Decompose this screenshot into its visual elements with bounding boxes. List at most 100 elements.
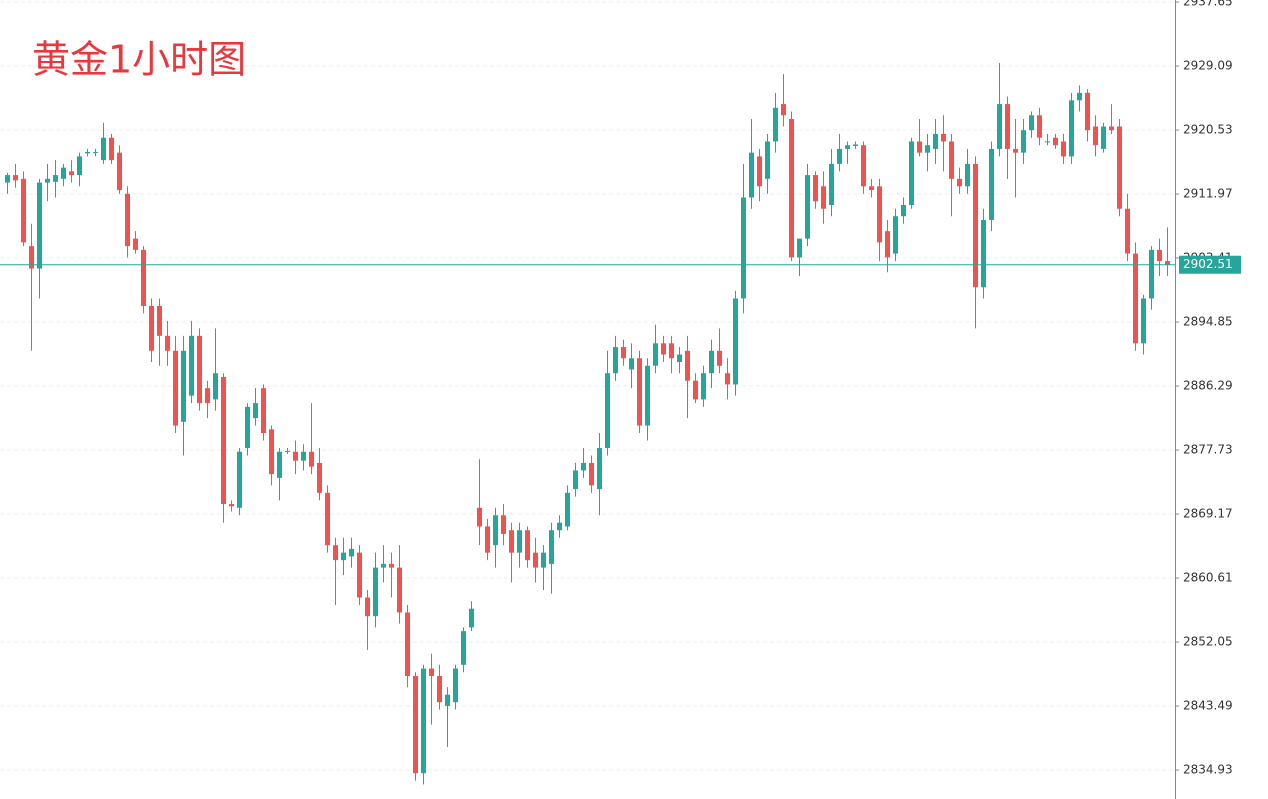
candle-body: [677, 354, 682, 363]
candle-body: [109, 137, 114, 161]
candle-body: [885, 231, 890, 258]
candle-body: [93, 151, 98, 153]
candle-body: [933, 133, 938, 149]
candle-body: [237, 451, 242, 508]
candle-body: [269, 429, 274, 475]
y-tick-label: 2843.49: [1183, 698, 1233, 712]
candle-body: [397, 567, 402, 613]
candle-body: [861, 145, 866, 187]
candle-body: [245, 406, 250, 448]
candle-body: [821, 186, 826, 209]
candles: [0, 62, 1175, 785]
candle-body: [533, 552, 538, 568]
candle-body: [133, 238, 138, 250]
candle-body: [45, 178, 50, 183]
candle-body: [285, 450, 290, 452]
y-tick-label: 2877.73: [1183, 443, 1233, 457]
y-tick-label: 2911.97: [1183, 187, 1233, 201]
candle-body: [453, 668, 458, 703]
candle-body: [789, 119, 794, 258]
candle-body: [693, 380, 698, 400]
y-tick-label: 2852.05: [1183, 634, 1233, 648]
candle-body: [957, 178, 962, 187]
candle-body: [893, 216, 898, 254]
candle-body: [29, 246, 34, 269]
candle-body: [69, 171, 74, 176]
candle-body: [877, 186, 882, 243]
candle-body: [1141, 298, 1146, 344]
candle-body: [189, 335, 194, 396]
candle-body: [637, 358, 642, 426]
candle-body: [733, 298, 738, 385]
candle-body: [717, 350, 722, 366]
candle-body: [757, 156, 762, 187]
candle-body: [21, 178, 26, 243]
candle-body: [837, 148, 842, 164]
candle-body: [261, 388, 266, 434]
candle-body: [141, 249, 146, 306]
candle-body: [981, 219, 986, 288]
candle-body: [773, 107, 778, 142]
candle-body: [829, 163, 834, 206]
candle-body: [749, 152, 754, 198]
candle-body: [405, 612, 410, 677]
candle-body: [549, 530, 554, 564]
candle-body: [485, 526, 490, 553]
candle-body: [1085, 92, 1090, 131]
candle-body: [1029, 115, 1034, 131]
candle-body: [589, 462, 594, 486]
y-tick-label: 2894.85: [1183, 315, 1233, 329]
candle-body: [477, 507, 482, 527]
candle-body: [741, 197, 746, 299]
y-tick-label: 2869.17: [1183, 507, 1233, 521]
y-tick-label: 2929.09: [1183, 59, 1233, 73]
candle-body: [461, 631, 466, 665]
candle-body: [701, 373, 706, 400]
candle-body: [317, 462, 322, 493]
candle-body: [725, 373, 730, 385]
candle-body: [941, 133, 946, 142]
candle-body: [1165, 261, 1170, 265]
y-tick-label: 2920.53: [1183, 123, 1233, 137]
candle-body: [509, 530, 514, 553]
candle-body: [1005, 104, 1010, 149]
candle-body: [565, 492, 570, 527]
candle-body: [949, 141, 954, 179]
candle-body: [429, 668, 434, 677]
candle-body: [1117, 126, 1122, 209]
candle-body: [1109, 126, 1114, 131]
candle-body: [965, 163, 970, 187]
candle-body: [1149, 249, 1154, 299]
candle-body: [173, 350, 178, 426]
candle-body: [1021, 130, 1026, 153]
candle-body: [685, 350, 690, 381]
candle-body: [205, 388, 210, 404]
candle-body: [413, 676, 418, 774]
candle-body: [37, 182, 42, 269]
y-tick-label: 2886.29: [1183, 379, 1233, 393]
candle-body: [365, 597, 370, 617]
candle-body: [645, 365, 650, 426]
candle-body: [1069, 100, 1074, 157]
candle-body: [853, 144, 858, 146]
candle-body: [621, 347, 626, 359]
candle-body: [197, 335, 202, 404]
candle-body: [661, 343, 666, 355]
candle-body: [917, 141, 922, 153]
current-price-label: 2902.51: [1183, 257, 1233, 271]
candle-body: [597, 447, 602, 490]
candle-body: [445, 694, 450, 706]
candle-body: [389, 563, 394, 568]
candle-body: [253, 403, 258, 419]
candle-body: [1013, 148, 1018, 153]
candle-body: [525, 530, 530, 561]
candle-body: [181, 350, 186, 422]
candle-body: [765, 141, 770, 179]
candle-body: [909, 141, 914, 206]
candle-body: [213, 373, 218, 400]
candle-body: [493, 515, 498, 546]
candle-body: [309, 451, 314, 467]
candle-body: [165, 335, 170, 351]
